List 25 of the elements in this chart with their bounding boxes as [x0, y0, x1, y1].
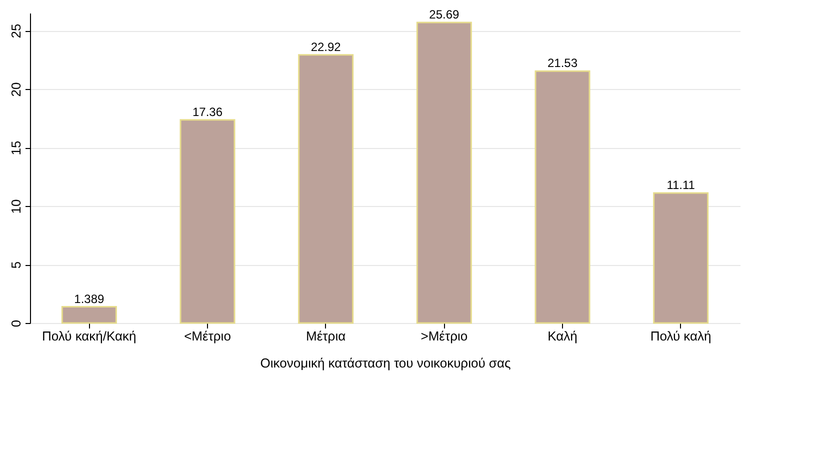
y-tick-label: 25: [8, 24, 24, 38]
y-tick-label: 0: [8, 320, 24, 328]
data-label: 11.11: [666, 178, 696, 192]
bar: [61, 306, 117, 324]
y-tick-label: 5: [8, 261, 24, 269]
bar: [653, 192, 709, 324]
bar: [534, 70, 590, 324]
x-tick-label: >Μέτριο: [420, 328, 468, 344]
x-tick-label: Πολύ κακή/Κακή: [42, 328, 136, 344]
x-tick-label: Πολύ καλή: [650, 328, 712, 344]
data-label: 25.69: [429, 7, 460, 22]
bar: [416, 22, 472, 324]
data-label: 1.389: [74, 292, 105, 306]
bar: [180, 119, 236, 324]
y-tick-label: 10: [8, 199, 24, 214]
x-tick-label: <Μέτριο: [184, 328, 231, 344]
data-label: 21.53: [547, 56, 578, 70]
x-tick-label: Καλή: [548, 328, 578, 344]
x-axis-title: Οικονομική κατάσταση του νοικοκυριού σας: [260, 356, 511, 370]
x-tick-label: Μέτρια: [306, 328, 346, 344]
y-tick-label: 20: [8, 82, 24, 97]
data-label: 17.36: [192, 104, 223, 119]
data-label: 22.92: [310, 40, 342, 54]
bar: [298, 54, 354, 324]
y-tick-label: 15: [8, 140, 24, 156]
